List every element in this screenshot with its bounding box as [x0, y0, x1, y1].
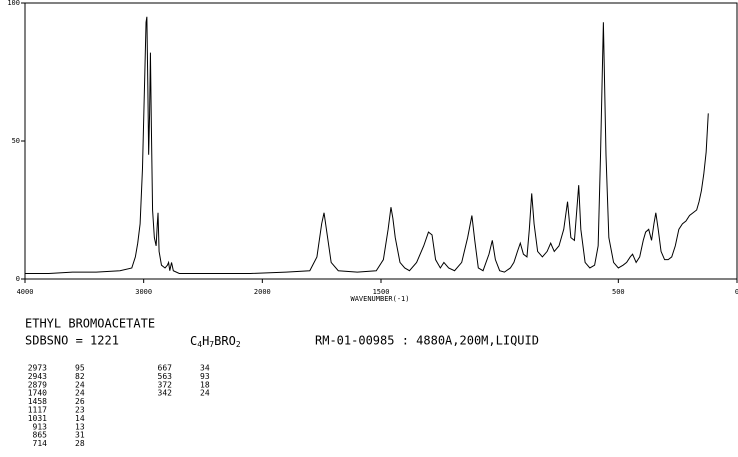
x-tick-label: 2000 — [254, 288, 271, 296]
peak-wavenumber: 2973 — [28, 364, 47, 373]
x-tick-label: 500 — [612, 288, 625, 296]
method: RM-01-00985 : 4880A,200M,LIQUID — [315, 334, 539, 348]
peak-intensity: 24 — [200, 389, 210, 398]
x-tick-label: 4000 — [17, 288, 34, 296]
peak-wavenumber: 913 — [33, 422, 48, 431]
peak-intensity: 93 — [200, 372, 210, 381]
y-tick-label: 100 — [7, 0, 20, 7]
peak-intensity: 34 — [200, 364, 210, 373]
compound-name: ETHYL BROMOACETATE — [25, 317, 155, 331]
y-tick-label: 0 — [16, 275, 20, 283]
peak-wavenumber: 1740 — [28, 389, 47, 398]
peak-wavenumber: 342 — [158, 389, 173, 398]
y-tick-label: 50 — [12, 137, 20, 145]
peak-intensity: 23 — [75, 406, 85, 415]
peak-wavenumber: 865 — [33, 431, 48, 440]
peak-intensity: 95 — [75, 364, 85, 373]
formula: C4H7BRO2 — [190, 334, 241, 349]
peak-wavenumber: 1458 — [28, 397, 47, 406]
x-axis-label: WAVENUMBER(-1) — [350, 295, 409, 303]
peak-wavenumber: 563 — [158, 372, 173, 381]
peak-intensity: 28 — [75, 439, 85, 448]
peak-intensity: 18 — [200, 380, 210, 389]
x-tick-label: 0 — [735, 288, 738, 296]
peak-wavenumber: 372 — [158, 380, 173, 389]
spectrum-line — [25, 16, 709, 274]
sdbs-number: SDBSNO = 1221 — [25, 334, 119, 348]
peak-wavenumber: 1031 — [28, 414, 47, 423]
peak-intensity: 82 — [75, 372, 85, 381]
plot-frame — [24, 2, 738, 280]
peak-wavenumber: 667 — [158, 364, 173, 373]
x-tick-label: 3000 — [135, 288, 152, 296]
peak-intensity: 14 — [75, 414, 85, 423]
peak-intensity: 24 — [75, 380, 85, 389]
peak-intensity: 26 — [75, 397, 85, 406]
x-tick-label: 1500 — [373, 288, 390, 296]
peak-wavenumber: 714 — [33, 439, 48, 448]
peak-wavenumber: 2879 — [28, 380, 47, 389]
peak-wavenumber: 2943 — [28, 372, 47, 381]
peak-intensity: 13 — [75, 422, 85, 431]
peak-intensity: 31 — [75, 431, 85, 440]
peak-intensity: 24 — [75, 389, 85, 398]
peak-wavenumber: 1117 — [28, 406, 47, 415]
